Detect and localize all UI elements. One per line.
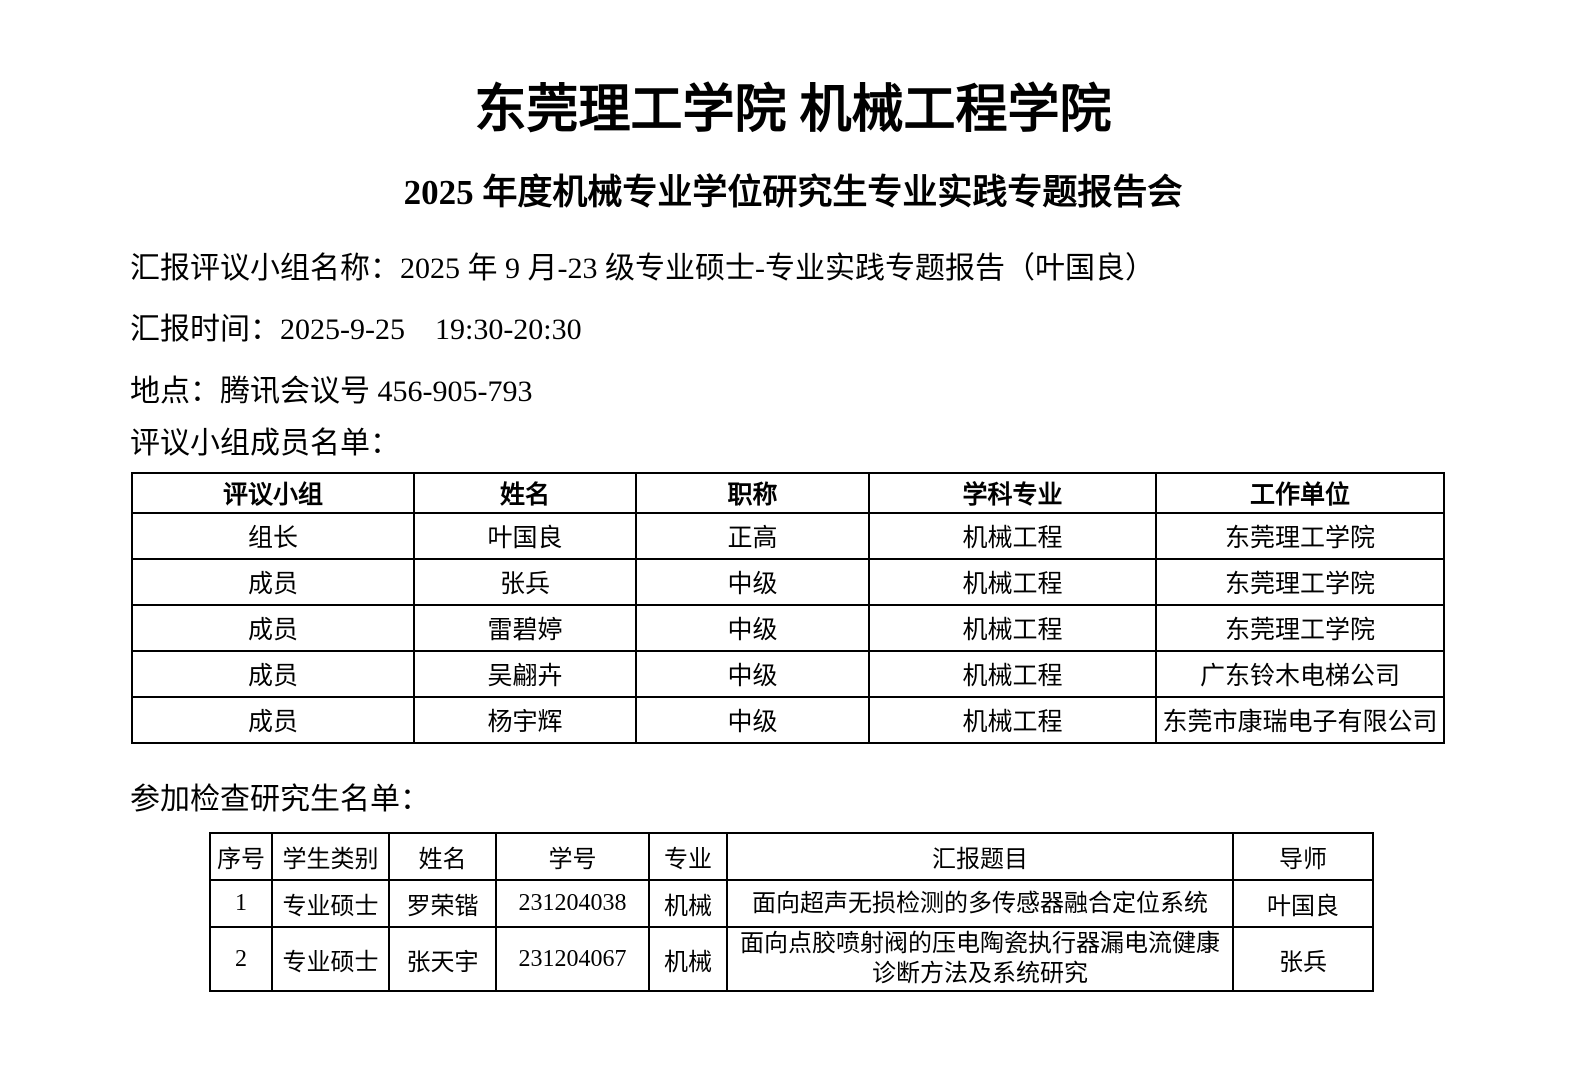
- students-table-row: 1 专业硕士 罗荣锴 231204038 机械 面向超声无损检测的多传感器融合定…: [209, 879, 1374, 928]
- cell-role: 成员: [131, 604, 415, 652]
- cell-workunit: 东莞理工学院: [1155, 512, 1445, 560]
- cell-index: 2: [209, 926, 273, 992]
- cell-discipline: 机械工程: [868, 696, 1157, 744]
- column-header-studentid: 学号: [495, 832, 650, 881]
- cell-topic: 面向点胶喷射阀的压电陶瓷执行器漏电流健康诊断方法及系统研究: [726, 926, 1234, 992]
- committee-table-row: 成员 雷碧婷 中级 机械工程 东莞理工学院: [131, 604, 1445, 652]
- column-header-topic: 汇报题目: [726, 832, 1234, 881]
- cell-role: 组长: [131, 512, 415, 560]
- students-list-heading: 参加检查研究生名单：: [130, 783, 430, 816]
- students-table: 序号 学生类别 姓名 学号 专业 汇报题目 导师 1 专业硕士 罗荣锴 2312…: [209, 832, 1374, 992]
- column-header-discipline: 学科专业: [868, 472, 1157, 514]
- report-time-line: 汇报时间：2025-9-25 19:30-20:30: [130, 313, 582, 346]
- cell-category: 专业硕士: [271, 879, 390, 928]
- cell-advisor: 叶国良: [1232, 879, 1374, 928]
- students-table-header-row: 序号 学生类别 姓名 学号 专业 汇报题目 导师: [209, 832, 1374, 881]
- report-group-name-line: 汇报评议小组名称：2025 年 9 月-23 级专业硕士-专业实践专题报告（叶国…: [130, 252, 1155, 285]
- cell-name: 张兵: [413, 558, 637, 606]
- cell-topic: 面向超声无损检测的多传感器融合定位系统: [726, 879, 1234, 928]
- cell-workunit: 东莞理工学院: [1155, 558, 1445, 606]
- cell-studentid: 231204067: [495, 926, 650, 992]
- cell-title: 中级: [635, 558, 870, 606]
- cell-role: 成员: [131, 650, 415, 698]
- cell-workunit: 东莞市康瑞电子有限公司: [1155, 696, 1445, 744]
- committee-table-row: 组长 叶国良 正高 机械工程 东莞理工学院: [131, 512, 1445, 560]
- cell-title: 中级: [635, 604, 870, 652]
- column-header-advisor: 导师: [1232, 832, 1374, 881]
- column-header-name: 姓名: [388, 832, 497, 881]
- cell-role: 成员: [131, 696, 415, 744]
- cell-title: 正高: [635, 512, 870, 560]
- column-header-group: 评议小组: [131, 472, 415, 514]
- committee-table-row: 成员 张兵 中级 机械工程 东莞理工学院: [131, 558, 1445, 606]
- cell-workunit: 东莞理工学院: [1155, 604, 1445, 652]
- cell-advisor: 张兵: [1232, 926, 1374, 992]
- report-location-line: 地点：腾讯会议号 456-905-793: [130, 375, 533, 408]
- document-title: 东莞理工学院 机械工程学院: [474, 82, 1112, 139]
- cell-role: 成员: [131, 558, 415, 606]
- column-header-title: 职称: [635, 472, 870, 514]
- cell-index: 1: [209, 879, 273, 928]
- column-header-workunit: 工作单位: [1155, 472, 1445, 514]
- cell-workunit: 广东铃木电梯公司: [1155, 650, 1445, 698]
- column-header-category: 学生类别: [271, 832, 390, 881]
- document-subtitle: 2025 年度机械专业学位研究生专业实践专题报告会: [403, 173, 1183, 212]
- cell-title: 中级: [635, 650, 870, 698]
- cell-name: 杨宇辉: [413, 696, 637, 744]
- committee-table-row: 成员 杨宇辉 中级 机械工程 东莞市康瑞电子有限公司: [131, 696, 1445, 744]
- cell-name: 雷碧婷: [413, 604, 637, 652]
- cell-name: 罗荣锴: [388, 879, 497, 928]
- cell-discipline: 机械工程: [868, 512, 1157, 560]
- committee-table-row: 成员 吴翩卉 中级 机械工程 广东铃木电梯公司: [131, 650, 1445, 698]
- cell-discipline: 机械工程: [868, 558, 1157, 606]
- cell-discipline: 机械工程: [868, 604, 1157, 652]
- cell-name: 叶国良: [413, 512, 637, 560]
- committee-list-heading: 评议小组成员名单：: [130, 427, 400, 460]
- committee-table-header-row: 评议小组 姓名 职称 学科专业 工作单位: [131, 472, 1445, 514]
- cell-discipline: 机械工程: [868, 650, 1157, 698]
- cell-major: 机械: [648, 879, 728, 928]
- cell-name: 张天宇: [388, 926, 497, 992]
- column-header-name: 姓名: [413, 472, 637, 514]
- cell-name: 吴翩卉: [413, 650, 637, 698]
- students-table-row: 2 专业硕士 张天宇 231204067 机械 面向点胶喷射阀的压电陶瓷执行器漏…: [209, 926, 1374, 992]
- cell-studentid: 231204038: [495, 879, 650, 928]
- cell-category: 专业硕士: [271, 926, 390, 992]
- cell-major: 机械: [648, 926, 728, 992]
- column-header-major: 专业: [648, 832, 728, 881]
- committee-table: 评议小组 姓名 职称 学科专业 工作单位 组长 叶国良 正高 机械工程 东莞理工…: [131, 472, 1445, 744]
- cell-title: 中级: [635, 696, 870, 744]
- column-header-index: 序号: [209, 832, 273, 881]
